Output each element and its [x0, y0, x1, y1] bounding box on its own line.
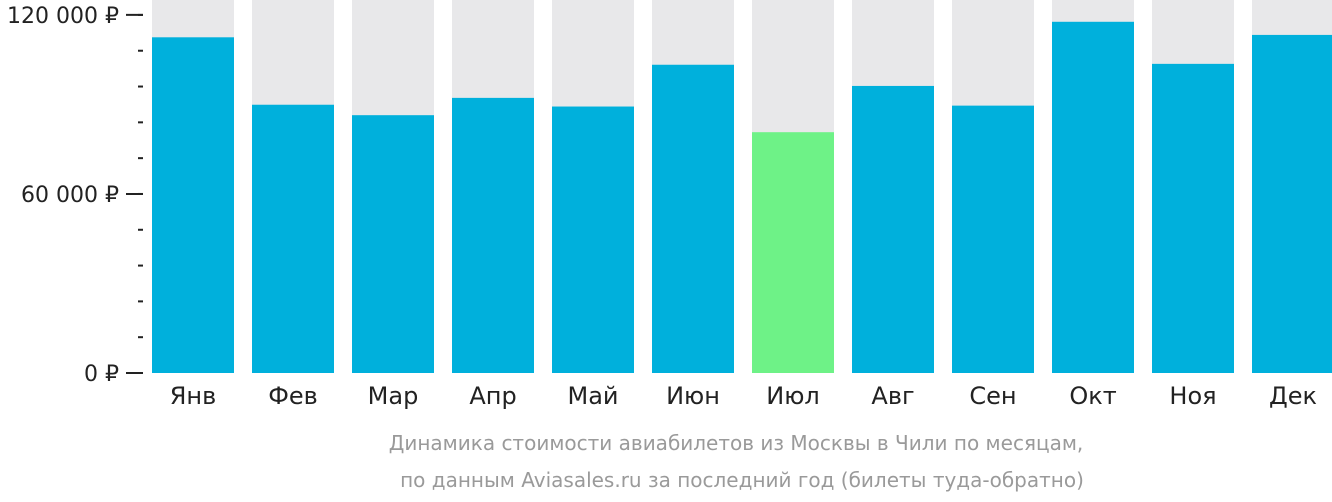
x-tick-label: Май [567, 382, 618, 410]
bar-8 [852, 85, 934, 373]
bar-10 [1052, 21, 1134, 373]
x-tick-label: Окт [1069, 382, 1116, 410]
bar-11 [1152, 63, 1234, 373]
bar-1 [152, 37, 234, 374]
x-tick-label: Мар [368, 382, 419, 410]
chart-caption: Динамика стоимости авиабилетов из Москвы… [389, 431, 1084, 492]
bar-2 [252, 104, 334, 373]
x-tick-label: Сен [969, 382, 1016, 410]
bar-6 [652, 64, 734, 373]
bar-7 [752, 132, 834, 373]
x-axis-labels: Янв Фев Мар Апр Май Июн Июл Авг Сен Окт Ноя Дек [170, 382, 1317, 410]
bar-4 [452, 97, 534, 374]
bar-layer [152, 21, 1332, 374]
caption-line-1: Динамика стоимости авиабилетов из Москвы… [389, 431, 1084, 455]
x-tick-label: Авг [871, 382, 914, 410]
bar-12 [1252, 34, 1332, 373]
bar-5 [552, 106, 634, 373]
caption-line-2: по данным Aviasales.ru за последний год … [400, 468, 1084, 492]
x-tick-label: Апр [469, 382, 516, 410]
y-tick-label: 120 000 ₽ [7, 4, 119, 29]
y-tick-label: 0 ₽ [84, 362, 119, 387]
y-tick-label: 60 000 ₽ [21, 183, 119, 208]
x-tick-label: Дек [1269, 382, 1317, 410]
x-tick-label: Июн [666, 382, 720, 410]
bar-3 [352, 115, 434, 373]
y-axis: 0 ₽ 60 000 ₽ 120 000 ₽ [7, 4, 143, 387]
x-tick-label: Июл [766, 382, 820, 410]
x-tick-label: Ноя [1169, 382, 1216, 410]
x-tick-label: Янв [170, 382, 217, 410]
x-tick-label: Фев [268, 382, 318, 410]
bar-9 [952, 105, 1034, 373]
